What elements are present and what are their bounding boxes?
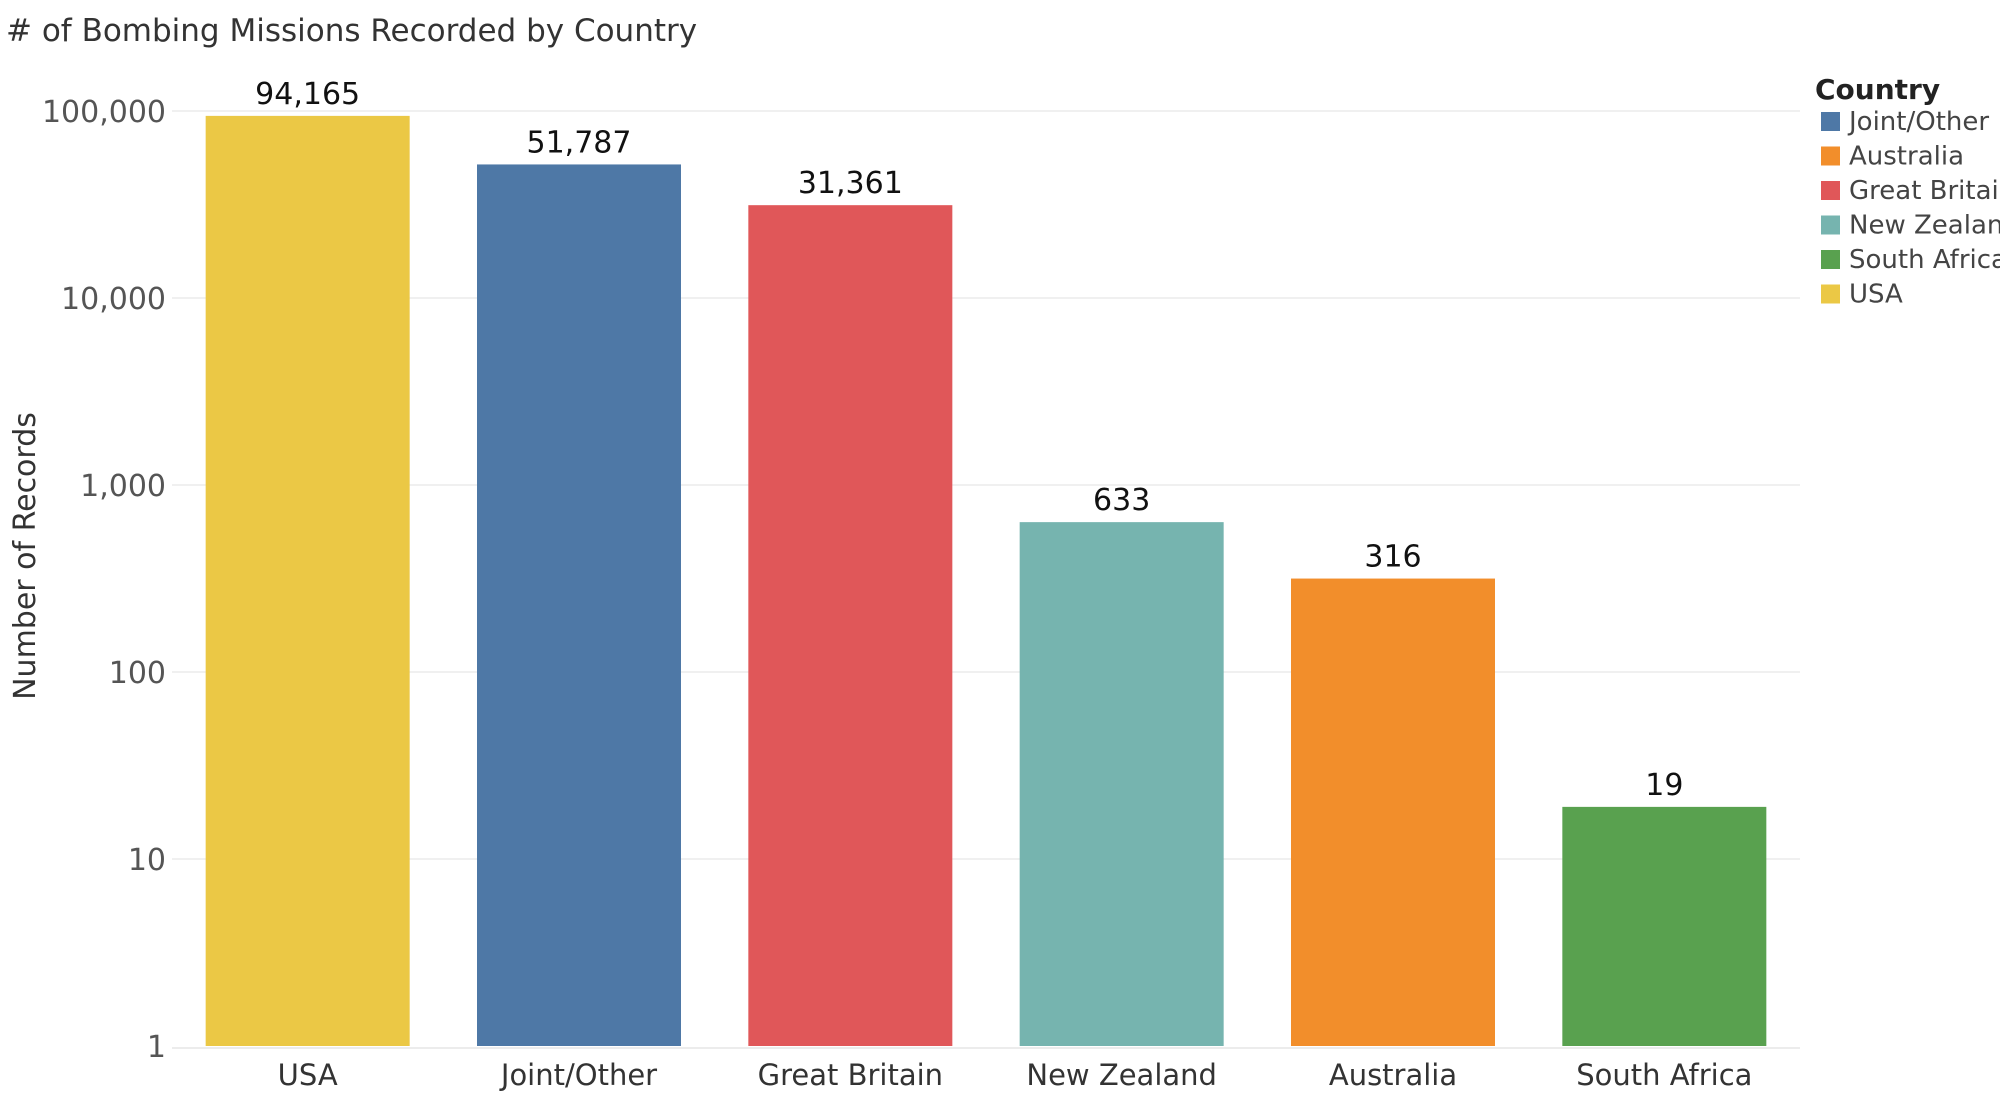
legend-swatch [1821,215,1840,235]
y-tick-label: 100 [109,656,166,691]
value-labels: 94,165 51,787 31,361 633 316 19 [255,77,1683,803]
bar-australia [1291,578,1495,1046]
x-tick-label: Great Britain [758,1058,943,1092]
y-tick-label: 10 [128,843,166,878]
data-label: 94,165 [255,77,360,112]
bar-south-africa [1562,806,1767,1046]
legend-items: Joint/Other Australia Great Britain New Zea… [1821,107,2000,310]
legend-label: South Africa [1849,245,2000,275]
legend-swatch [1821,146,1840,166]
y-tick-label: 1,000 [80,469,166,504]
legend-label: Joint/Other [1847,107,1989,137]
legend-swatch [1821,181,1840,200]
data-label: 633 [1093,483,1150,518]
legend-title: Country [1815,73,1940,106]
x-tick-label: South Africa [1576,1058,1752,1092]
bar-usa [205,115,410,1046]
y-tick-label: 10,000 [61,282,166,317]
chart-title: # of Bombing Missions Recorded by Countr… [6,13,697,49]
data-label: 316 [1364,540,1421,575]
x-axis-labels: USA Joint/Other Great Britain New Zealand Au… [278,1058,1753,1092]
bar-great-britain [748,205,953,1046]
bar-joint-other [477,164,681,1046]
bar-new-zealand [1019,522,1224,1046]
legend-swatch [1821,112,1840,131]
legend-label: USA [1849,280,1903,310]
x-tick-label: Joint/Other [499,1058,657,1092]
bars [205,115,1767,1046]
data-label: 51,787 [527,125,632,160]
y-axis-title: Number of Records [8,412,43,700]
y-axis-ticks: 1 10 100 1,000 10,000 100,000 [42,95,166,1065]
grid-lines [172,110,1800,1049]
data-label: 31,361 [798,166,903,201]
legend-label: Great Britain [1849,176,2000,206]
y-tick-label: 1 [147,1030,166,1065]
legend-label: New Zealand [1849,211,2000,241]
x-tick-label: Australia [1329,1058,1457,1092]
y-tick-label: 100,000 [42,95,166,130]
x-tick-label: USA [278,1058,338,1092]
legend: Country Joint/Other Australia Great Britai… [1815,73,2000,310]
data-label: 19 [1645,768,1683,803]
legend-swatch [1821,250,1840,269]
x-tick-label: New Zealand [1026,1058,1217,1092]
legend-swatch [1821,284,1840,304]
legend-label: Australia [1849,142,1964,172]
